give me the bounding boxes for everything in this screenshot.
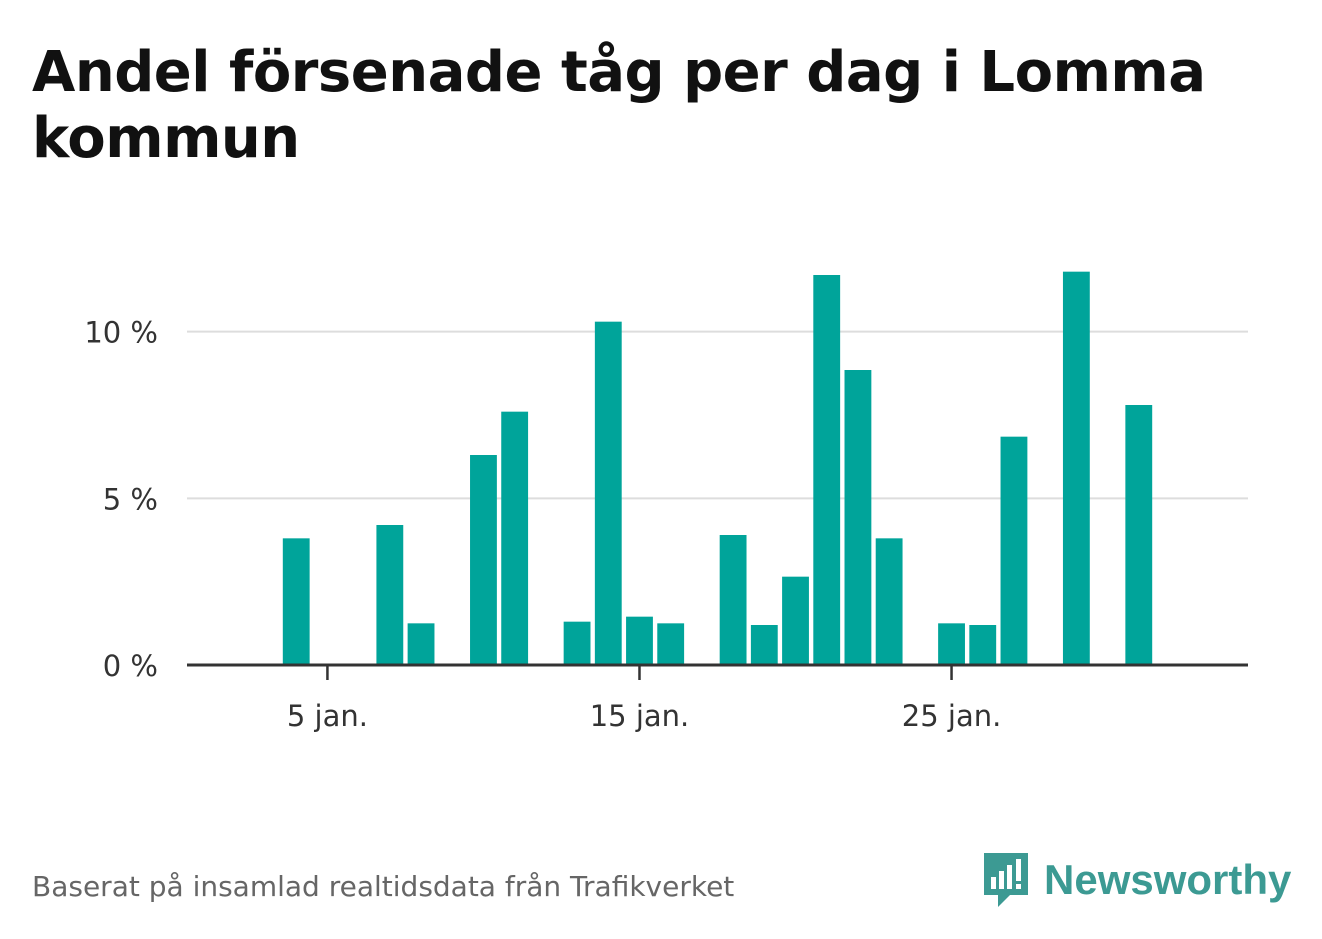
bar-day-11 [501, 411, 529, 665]
x-axis-ticks: 5 jan. 15 jan. 25 jan. [287, 665, 1001, 733]
bar-day-18 [719, 535, 747, 665]
y-tick-label: 5 % [103, 482, 158, 516]
x-tick-label: 15 jan. [590, 699, 690, 733]
bar-day-23 [875, 538, 903, 665]
x-tick-label: 5 jan. [287, 699, 368, 733]
bar-day-10 [470, 455, 497, 665]
bar-day-19 [750, 625, 778, 665]
bar-day-25 [938, 623, 965, 665]
source-note: Baserat på insamlad realtidsdata från Tr… [32, 870, 735, 903]
bar-day-21 [813, 275, 841, 665]
chart-title: Andel försenade tåg per dag i Lomma komm… [32, 40, 1206, 171]
y-tick-label: 10 % [84, 316, 158, 350]
bar-day-31 [1125, 405, 1153, 665]
bar-day-7 [376, 525, 404, 665]
bar-chart: 0 % 5 % 10 % 5 jan. 15 jan. 25 jan. [84, 271, 1248, 733]
bar-day-4 [282, 538, 310, 665]
bar-day-8 [407, 623, 435, 665]
bars [282, 271, 1153, 665]
bar-day-16 [657, 623, 685, 665]
y-tick-label: 0 % [103, 649, 158, 683]
brand-logo: Newsworthy [980, 850, 1291, 910]
bar-day-29 [1062, 271, 1090, 665]
bar-day-26 [969, 625, 997, 665]
bar-day-15 [626, 616, 653, 665]
bar-day-20 [782, 576, 809, 665]
y-axis-labels: 0 % 5 % 10 % [84, 316, 158, 683]
bar-day-27 [1000, 436, 1028, 665]
x-tick-label: 25 jan. [902, 699, 1002, 733]
brand-name: Newsworthy [1044, 856, 1292, 903]
bar-day-14 [594, 321, 622, 665]
bar-chart-speech-bubble-icon [984, 853, 1028, 907]
bar-day-13 [563, 621, 591, 665]
bar-day-22 [844, 370, 872, 665]
